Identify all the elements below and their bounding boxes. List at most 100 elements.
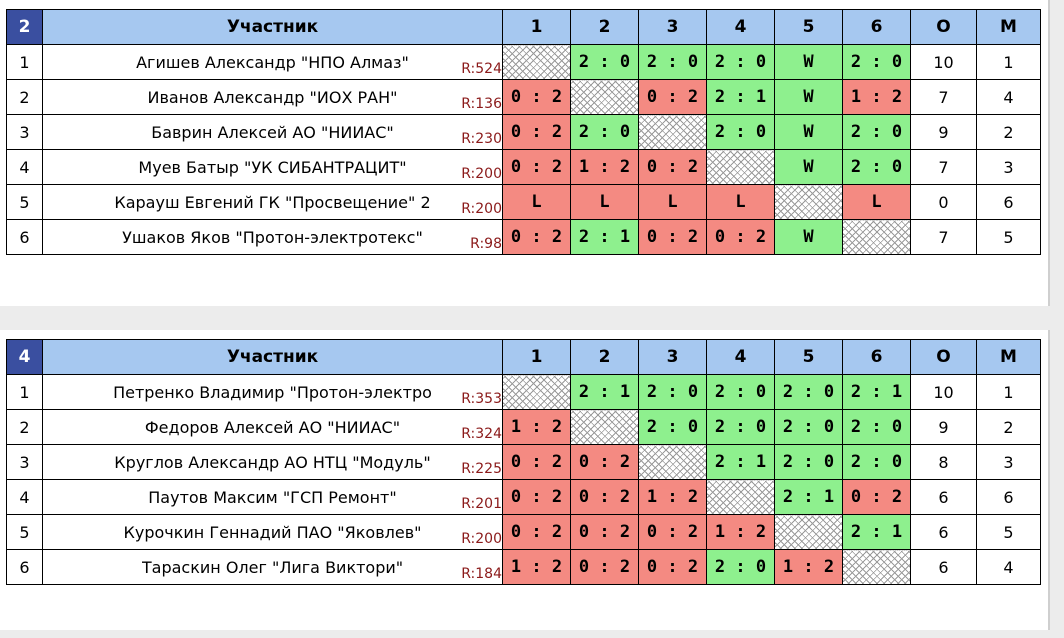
match-result-cell[interactable]: 2 : 0	[638, 374, 707, 410]
match-result-cell[interactable]: 2 : 1	[774, 479, 843, 515]
match-result-cell[interactable]: 0 : 2	[638, 549, 707, 585]
match-result-cell[interactable]: 1 : 2	[570, 149, 639, 185]
match-result-cell[interactable]: 1 : 2	[502, 549, 571, 585]
match-result-cell[interactable]: 0 : 2	[502, 149, 571, 185]
match-result-cell[interactable]: 2 : 0	[570, 114, 639, 150]
match-result-cell[interactable]: 2 : 1	[706, 79, 775, 115]
match-result-cell[interactable]: W	[774, 149, 843, 185]
match-result-cell[interactable]: 0 : 2	[842, 479, 911, 515]
match-result-cell[interactable]: L	[638, 184, 707, 220]
match-result-cell[interactable]: 2 : 1	[842, 374, 911, 410]
match-result-cell[interactable]: 0 : 2	[502, 219, 571, 255]
match-result-cell[interactable]: 2 : 0	[638, 409, 707, 445]
match-result-cell[interactable]: 1 : 2	[706, 514, 775, 550]
match-result-cell[interactable]: 1 : 2	[502, 409, 571, 445]
player-rating: R:524	[460, 61, 502, 77]
player-name-cell[interactable]: Курочкин Геннадий ПАО "Яковлев" R:200	[42, 514, 503, 550]
player-name-cell[interactable]: Круглов Александр АО НТЦ "Модуль" R:225	[42, 444, 503, 480]
match-result-cell[interactable]: 2 : 1	[570, 219, 639, 255]
participant-header[interactable]: Участник	[42, 339, 503, 375]
match-result-cell[interactable]: 0 : 2	[502, 479, 571, 515]
player-name-cell[interactable]: Паутов Максим "ГСП Ремонт" R:201	[42, 479, 503, 515]
match-result-cell[interactable]: 2 : 0	[638, 44, 707, 80]
match-result-cell[interactable]: 0 : 2	[638, 79, 707, 115]
match-result-cell[interactable]: 2 : 0	[774, 374, 843, 410]
points-cell: 7	[910, 219, 977, 255]
player-rating: R:200	[460, 166, 502, 182]
round-header[interactable]: 3	[638, 9, 707, 45]
round-header[interactable]: 6	[842, 339, 911, 375]
round-header[interactable]: 1	[502, 339, 571, 375]
match-result-cell[interactable]: W	[774, 114, 843, 150]
match-result-cell[interactable]: 2 : 0	[706, 44, 775, 80]
player-name-cell[interactable]: Баврин Алексей АО "НИИАС" R:230	[42, 114, 503, 150]
match-result-cell[interactable]: 2 : 0	[706, 409, 775, 445]
match-result-cell[interactable]: 2 : 1	[706, 444, 775, 480]
round-header[interactable]: 6	[842, 9, 911, 45]
place-header[interactable]: М	[976, 339, 1041, 375]
match-result-cell[interactable]: 2 : 0	[842, 149, 911, 185]
match-result-cell[interactable]: 0 : 2	[502, 114, 571, 150]
points-header[interactable]: О	[910, 339, 977, 375]
player-name-cell[interactable]: Карауш Евгений ГК "Просвещение" 2 R:200	[42, 184, 503, 220]
match-result-cell[interactable]: L	[502, 184, 571, 220]
match-result-cell[interactable]: 2 : 0	[706, 114, 775, 150]
row-number: 4	[6, 149, 43, 185]
player-name-cell[interactable]: Тараскин Олег "Лига Виктори" R:184	[42, 549, 503, 585]
match-result-cell[interactable]: L	[706, 184, 775, 220]
match-result-cell[interactable]: 2 : 1	[570, 374, 639, 410]
round-header[interactable]: 5	[774, 9, 843, 45]
match-result-cell[interactable]: W	[774, 44, 843, 80]
match-result-cell[interactable]: 1 : 2	[842, 79, 911, 115]
round-header[interactable]: 4	[706, 9, 775, 45]
match-result-cell[interactable]: 0 : 2	[502, 79, 571, 115]
match-result-cell[interactable]: 1 : 2	[774, 549, 843, 585]
points-header[interactable]: О	[910, 9, 977, 45]
round-header[interactable]: 2	[570, 339, 639, 375]
match-result-cell[interactable]: 2 : 0	[842, 444, 911, 480]
player-name-cell[interactable]: Петренко Владимир "Протон-электро R:353	[42, 374, 503, 410]
match-result-cell[interactable]: 2 : 0	[842, 44, 911, 80]
row-number: 5	[6, 184, 43, 220]
participant-header[interactable]: Участник	[42, 9, 503, 45]
player-name-cell[interactable]: Агишев Александр "НПО Алмаз" R:524	[42, 44, 503, 80]
match-result-cell[interactable]: W	[774, 79, 843, 115]
match-result-cell[interactable]: 2 : 0	[570, 44, 639, 80]
match-result-cell[interactable]: 2 : 0	[706, 549, 775, 585]
match-result-cell[interactable]: W	[774, 219, 843, 255]
match-result-cell[interactable]: 0 : 2	[570, 444, 639, 480]
match-result-cell[interactable]: L	[570, 184, 639, 220]
match-result-cell[interactable]: 0 : 2	[502, 444, 571, 480]
match-result-cell[interactable]: 2 : 0	[842, 409, 911, 445]
player-name-cell[interactable]: Федоров Алексей АО "НИИАС" R:324	[42, 409, 503, 445]
match-result-cell[interactable]: 0 : 2	[638, 514, 707, 550]
player-name: Иванов Александр "ИОХ РАН"	[147, 88, 398, 107]
player-name: Федоров Алексей АО "НИИАС"	[144, 418, 401, 437]
match-result-cell[interactable]: 0 : 2	[638, 149, 707, 185]
points-cell: 0	[910, 184, 977, 220]
match-result-cell[interactable]: 0 : 2	[570, 549, 639, 585]
match-result-cell[interactable]: 2 : 0	[774, 444, 843, 480]
match-result-cell[interactable]: 1 : 2	[638, 479, 707, 515]
match-result-cell[interactable]: 0 : 2	[706, 219, 775, 255]
player-name-cell[interactable]: Ушаков Яков "Протон-электротекс" R:98	[42, 219, 503, 255]
match-result-cell[interactable]: 2 : 1	[842, 514, 911, 550]
match-result-cell[interactable]: 0 : 2	[502, 514, 571, 550]
match-result-cell[interactable]: 0 : 2	[570, 514, 639, 550]
match-result-cell[interactable]: 0 : 2	[638, 219, 707, 255]
round-header[interactable]: 4	[706, 339, 775, 375]
match-result-cell[interactable]: 2 : 0	[706, 374, 775, 410]
player-name-cell[interactable]: Муев Батыр "УК СИБАНТРАЦИТ" R:200	[42, 149, 503, 185]
match-result-cell[interactable]: 2 : 0	[842, 114, 911, 150]
player-name-cell[interactable]: Иванов Александр "ИОХ РАН" R:136	[42, 79, 503, 115]
round-header[interactable]: 5	[774, 339, 843, 375]
round-header[interactable]: 1	[502, 9, 571, 45]
round-header[interactable]: 3	[638, 339, 707, 375]
match-result-cell[interactable]: 0 : 2	[570, 479, 639, 515]
row-number: 2	[6, 409, 43, 445]
place-header[interactable]: М	[976, 9, 1041, 45]
match-result-cell[interactable]: L	[842, 184, 911, 220]
round-header[interactable]: 2	[570, 9, 639, 45]
match-result-cell[interactable]: 2 : 0	[774, 409, 843, 445]
